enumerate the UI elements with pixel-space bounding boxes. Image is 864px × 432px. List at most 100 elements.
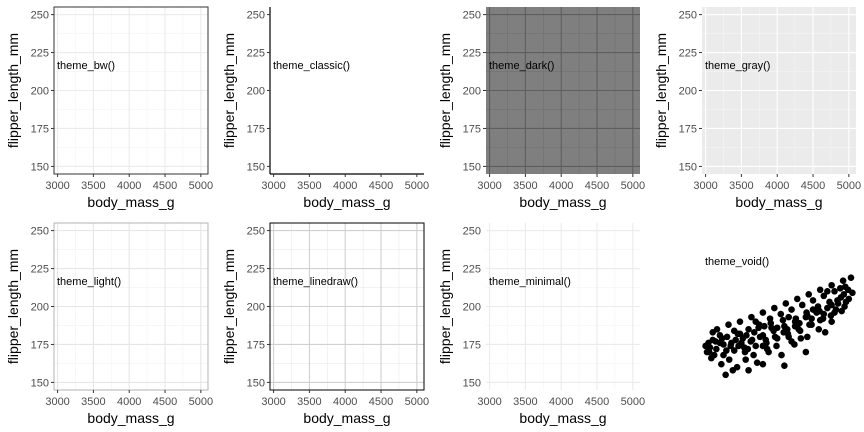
data-point — [771, 333, 779, 341]
x-tick-label: 3500 — [513, 180, 537, 192]
y-tick-label: 225 — [463, 264, 481, 276]
x-tick-label: 4500 — [369, 396, 393, 408]
data-point — [718, 360, 725, 368]
x-tick-label: 5000 — [405, 180, 429, 192]
x-tick-label: 3500 — [729, 180, 753, 192]
y-tick-label: 225 — [31, 264, 49, 276]
data-point — [771, 304, 778, 312]
y-tick-label: 175 — [31, 123, 49, 135]
data-point — [793, 295, 801, 303]
data-point — [773, 324, 781, 332]
data-point — [808, 321, 815, 329]
panel-label: theme_dark() — [489, 60, 554, 72]
y-tick-label: 250 — [31, 10, 49, 22]
x-tick-label: 4000 — [549, 180, 573, 192]
data-point — [752, 318, 760, 325]
x-tick-label: 5000 — [621, 180, 645, 192]
data-point — [820, 292, 828, 300]
y-axis-title: flipper_length_mm — [5, 249, 21, 364]
data-point — [747, 338, 755, 345]
data-point — [725, 321, 732, 329]
data-point — [834, 297, 841, 304]
data-point — [713, 345, 720, 353]
data-point — [723, 333, 731, 341]
y-axis-title: flipper_length_mm — [221, 249, 237, 364]
y-tick-label: 150 — [31, 161, 49, 173]
data-point — [767, 319, 775, 327]
data-point — [739, 335, 747, 342]
data-point — [730, 347, 738, 354]
y-tick-label: 200 — [31, 86, 49, 98]
data-point — [745, 325, 752, 333]
y-tick-label: 250 — [463, 10, 481, 22]
data-point — [802, 348, 810, 356]
data-point — [728, 339, 735, 347]
y-tick-label: 200 — [463, 86, 481, 98]
x-tick-label: 4500 — [801, 180, 825, 192]
data-point — [779, 316, 787, 324]
panel-label: theme_gray() — [705, 60, 770, 72]
y-axis-title: flipper_length_mm — [5, 33, 21, 148]
x-axis-title: body_mass_g — [303, 194, 390, 210]
y-tick-label: 150 — [679, 161, 697, 173]
data-point — [733, 363, 741, 371]
data-point — [840, 291, 848, 298]
panel-label: theme_linedraw() — [273, 276, 358, 288]
y-axis-title: flipper_length_mm — [437, 249, 453, 364]
data-point — [722, 371, 729, 379]
data-point — [788, 306, 795, 313]
data-point — [809, 306, 817, 313]
y-axis-title: flipper_length_mm — [653, 33, 669, 148]
x-tick-label: 5000 — [189, 180, 213, 192]
data-point — [816, 286, 824, 294]
x-tick-label: 4000 — [333, 396, 357, 408]
panel-dark: 150 175 200 225 250 3000 3500 4000 4500 5000 body_… — [437, 7, 645, 210]
data-point — [763, 345, 771, 353]
x-tick-label: 4000 — [333, 180, 357, 192]
data-point — [824, 288, 831, 295]
data-point — [796, 319, 803, 327]
data-point — [723, 347, 730, 354]
x-tick-label: 3500 — [81, 396, 105, 408]
data-point — [797, 335, 805, 342]
y-tick-label: 250 — [463, 226, 481, 238]
x-axis-title: body_mass_g — [87, 410, 174, 426]
x-tick-label: 3000 — [693, 180, 717, 192]
y-tick-label: 175 — [247, 123, 265, 135]
y-tick-label: 225 — [679, 48, 697, 60]
data-point — [839, 277, 847, 284]
panel-label: theme_bw() — [57, 60, 115, 72]
x-tick-label: 3000 — [477, 396, 501, 408]
panel-gray: 150 175 200 225 250 3000 3500 4000 4500 5000 body_… — [653, 7, 861, 210]
y-axis-title: flipper_length_mm — [221, 33, 237, 148]
data-point — [725, 356, 733, 363]
data-point — [712, 338, 719, 345]
data-point — [815, 325, 823, 333]
data-point — [716, 332, 724, 339]
data-point — [752, 342, 760, 350]
x-tick-label: 3000 — [261, 396, 285, 408]
y-tick-label: 250 — [247, 226, 265, 238]
data-point — [805, 291, 813, 298]
data-point — [831, 288, 838, 295]
data-point — [783, 325, 791, 333]
data-point — [709, 329, 717, 336]
data-point — [808, 315, 815, 322]
y-tick-label: 250 — [679, 10, 697, 22]
panel-light: 150 175 200 225 250 3000 3500 4000 4500 5000 body_… — [5, 222, 213, 426]
panel-void: theme_void() — [702, 256, 856, 379]
panel-label: theme_classic() — [273, 60, 350, 72]
data-point — [819, 315, 827, 322]
y-tick-label: 250 — [31, 226, 49, 238]
y-tick-label: 150 — [247, 161, 265, 173]
y-tick-label: 200 — [31, 302, 49, 314]
x-tick-label: 3500 — [81, 180, 105, 192]
panel-classic: 150 175 200 225 250 3000 3500 4000 4500 5000 body_… — [221, 7, 429, 210]
data-point — [828, 281, 835, 289]
data-point — [782, 300, 790, 307]
x-tick-label: 5000 — [621, 396, 645, 408]
data-point — [748, 313, 755, 321]
data-point — [705, 339, 712, 347]
x-tick-label: 4000 — [549, 396, 573, 408]
